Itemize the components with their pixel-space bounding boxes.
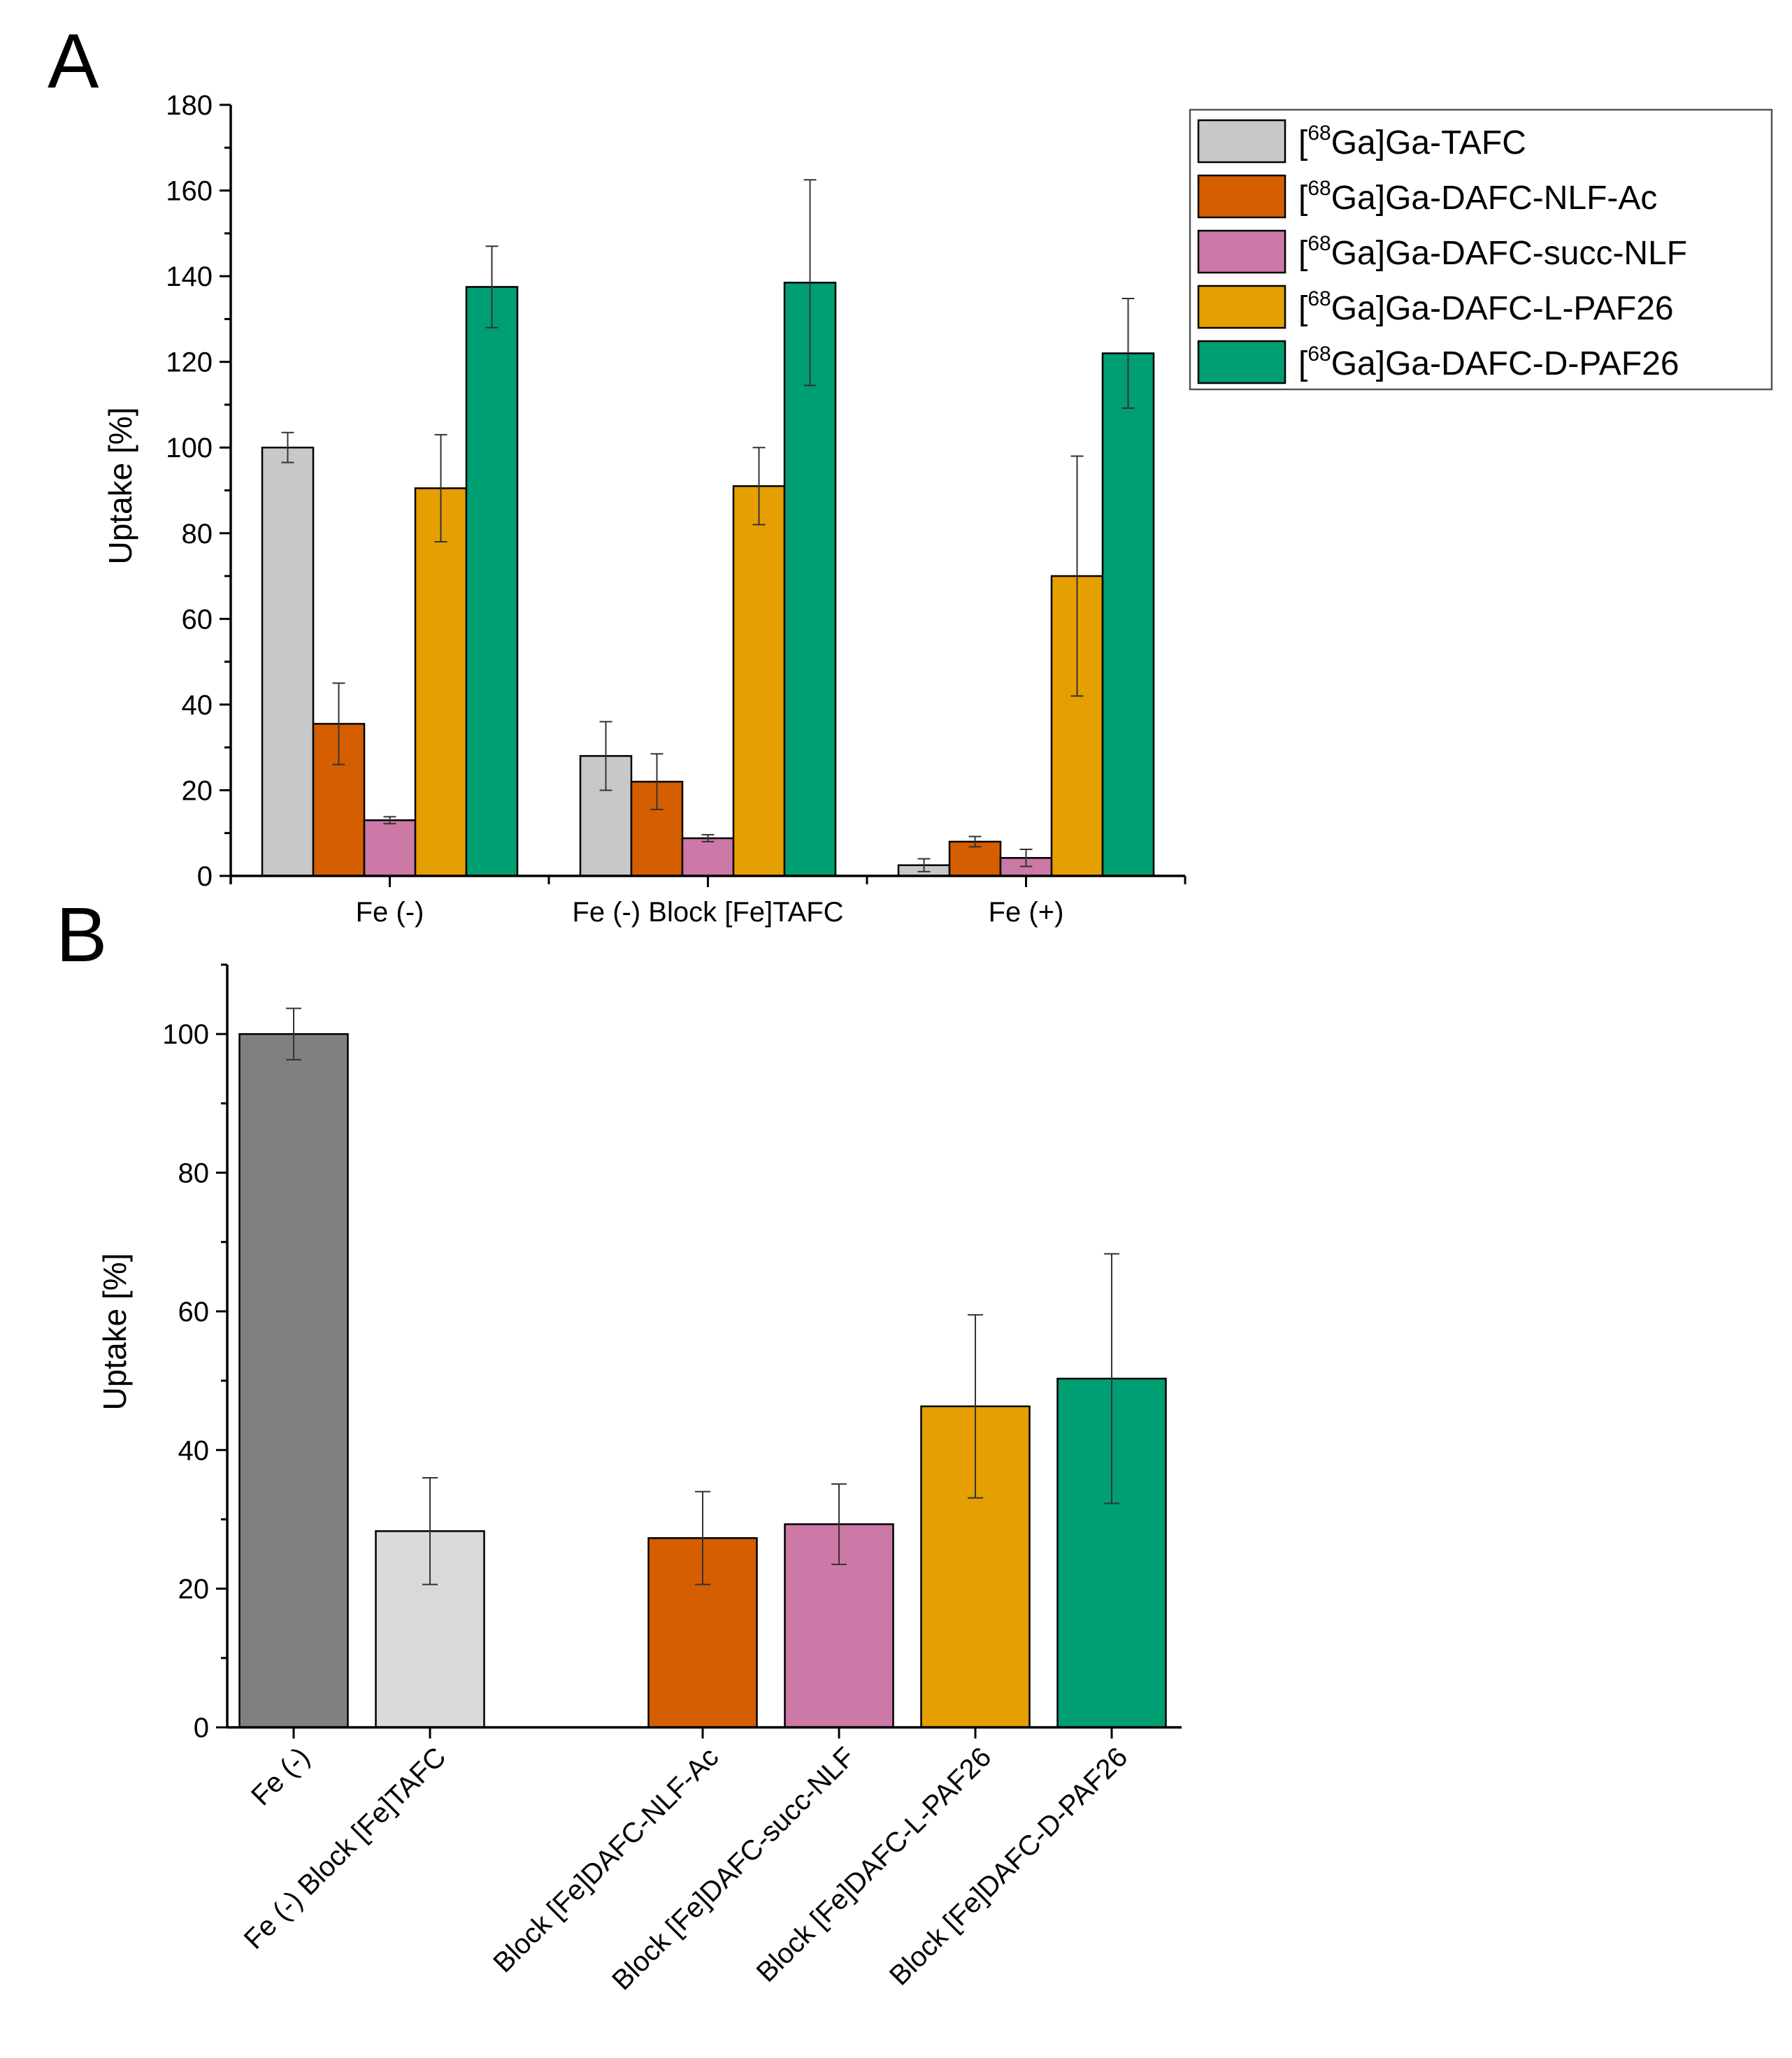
legend-label: [68Ga]Ga-DAFC-NLF-Ac	[1298, 177, 1657, 217]
chart-a-bars	[261, 179, 1155, 877]
y-tick-label: 60	[178, 1297, 210, 1327]
panel-letter-a: A	[48, 18, 99, 104]
y-tick-label: 0	[194, 1713, 209, 1743]
x-tick-label: Fe (-)	[245, 1741, 315, 1811]
y-tick-label: 120	[166, 347, 213, 378]
y-tick-label: 20	[182, 775, 213, 806]
bar	[681, 837, 735, 877]
bar	[1101, 352, 1155, 877]
bar	[414, 487, 468, 877]
y-tick-label: 0	[197, 861, 213, 892]
bar	[238, 1032, 349, 1729]
y-tick-label: 60	[182, 604, 213, 635]
y-tick-label: 140	[166, 261, 213, 292]
chart-b-bars	[238, 1007, 1167, 1729]
legend-swatch	[1197, 285, 1286, 329]
x-tick-label: Fe (-) Block [Fe]TAFC	[572, 897, 843, 928]
y-tick-label: 40	[182, 690, 213, 721]
legend-swatch	[1197, 119, 1286, 164]
bar	[261, 446, 315, 877]
legend-label: [68Ga]Ga-DAFC-L-PAF26	[1298, 287, 1674, 327]
x-tick-label: Fe (-)	[356, 897, 424, 928]
y-tick-label: 100	[162, 1019, 209, 1050]
legend-frame	[1189, 108, 1773, 391]
panel-letter-b: B	[56, 892, 107, 978]
legend-swatch	[1197, 229, 1286, 274]
bar	[732, 485, 786, 877]
bar	[465, 286, 519, 877]
y-tick-label: 180	[166, 90, 213, 121]
chart-a-y-axis-title: Uptake [%]	[102, 408, 138, 565]
legend-label: [68Ga]Ga-DAFC-succ-NLF	[1298, 232, 1687, 272]
legend-swatch	[1197, 340, 1286, 384]
legend-label: [68Ga]Ga-DAFC-D-PAF26	[1298, 343, 1679, 382]
y-tick-label: 160	[166, 176, 213, 207]
x-tick-label: Block [Fe]DAFC-succ-NLF	[606, 1741, 861, 1996]
x-tick-label: Block [Fe]DAFC-D-PAF26	[884, 1741, 1133, 1991]
y-tick-label: 80	[178, 1158, 210, 1189]
y-tick-label: 40	[178, 1435, 210, 1466]
y-tick-label: 100	[166, 433, 213, 463]
chart-a-legend: [68Ga]Ga-TAFC [68Ga]Ga-DAFC-NLF-Ac [68Ga]G…	[1189, 108, 1773, 391]
legend-label: [68Ga]Ga-TAFC	[1298, 122, 1526, 161]
x-tick-label: Block [Fe]DAFC-NLF-Ac	[487, 1741, 724, 1978]
bar	[363, 819, 417, 877]
chart-a: 0 20 40 60 80 100 120 140 160 180 Fe (-) Fe (-) Blo…	[102, 90, 1773, 928]
y-tick-label: 20	[178, 1574, 210, 1605]
chart-a-axes: 0 20 40 60 80 100 120 140 160 180 Fe (-) Fe (-) Blo…	[166, 90, 1187, 928]
legend-swatch	[1197, 174, 1286, 219]
x-tick-label: Block [Fe]DAFC-L-PAF26	[751, 1741, 998, 1988]
chart-b-y-axis-title: Uptake [%]	[96, 1253, 133, 1411]
x-tick-label: Fe (+)	[989, 897, 1064, 928]
y-tick-label: 80	[182, 519, 213, 549]
